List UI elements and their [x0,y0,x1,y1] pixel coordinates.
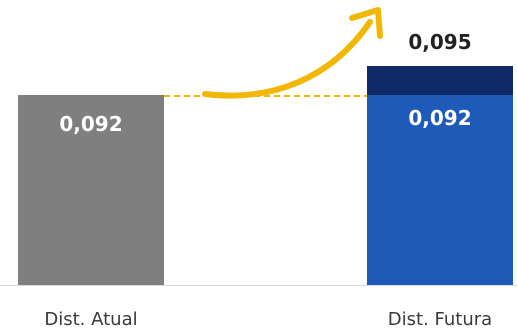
bar-total-label-futura: 0,095 [408,30,471,54]
x-tick-label-atual: Dist. Atual [44,309,137,330]
labels-layer: 0,092 0,092 0,095 Dist. Atual Dist. Futura [44,30,492,330]
bars-layer [0,66,517,286]
bar-base-futura [367,95,513,285]
increase-arrowhead-icon [349,7,383,39]
x-tick-label-futura: Dist. Futura [388,309,492,330]
bar-value-label-futura: 0,092 [408,106,471,130]
increase-arrow-icon [202,19,373,99]
bar-base-atual [18,95,164,285]
bar-increment-futura [367,66,513,95]
annotation-layer [164,7,383,99]
bar-value-label-atual: 0,092 [59,112,122,136]
